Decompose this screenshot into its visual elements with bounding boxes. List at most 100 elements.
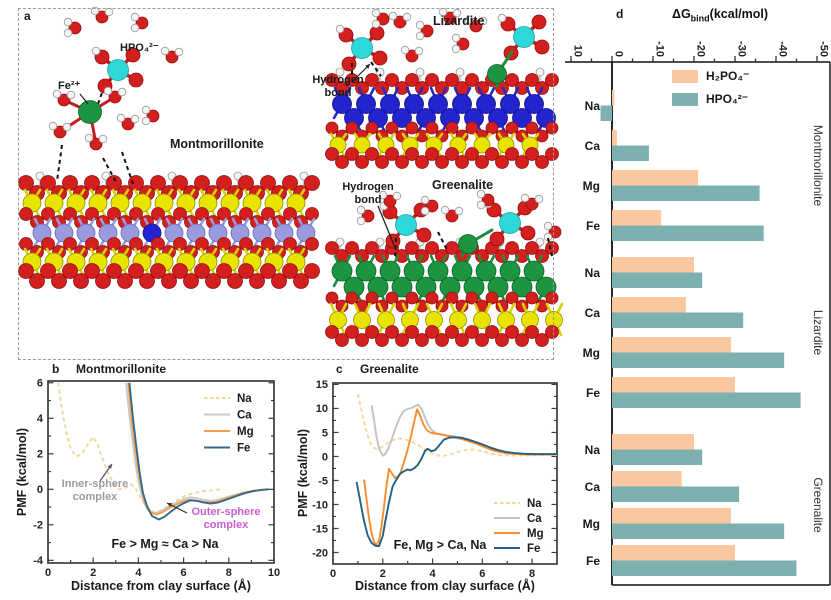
panel-d-title-post: (kcal/mol) xyxy=(709,7,769,21)
ion-label-Mg: Mg xyxy=(583,346,600,360)
y-tick-label: -20 xyxy=(312,547,328,559)
panel-b-ylabel: PMF (kcal/mol) xyxy=(14,427,29,517)
y-tick-label: 0 xyxy=(37,484,43,496)
y-tick-label: 4 xyxy=(37,413,44,425)
lizardite-label: Lizardite xyxy=(433,14,485,28)
series-line-Fe xyxy=(355,436,557,548)
ion-label-Na: Na xyxy=(585,99,601,113)
y-tick-label: -10 xyxy=(312,499,328,511)
panel-c-ylabel: PMF (kcal/mol) xyxy=(295,428,310,518)
y-tick-label: 6 xyxy=(37,378,43,390)
legend-swatch-hpo4 xyxy=(672,92,698,106)
fe2-label: Fe²⁺ xyxy=(58,80,81,92)
legend-label-Na: Na xyxy=(237,393,252,405)
x-tick-label: 4 xyxy=(429,568,436,580)
x-tick-label: 10 xyxy=(268,567,280,579)
bar-Lizardite-Mg-HPO4 xyxy=(612,352,785,368)
x-tick-label: 8 xyxy=(226,567,232,579)
ion-label-Ca: Ca xyxy=(585,480,601,494)
y-tick-label: 2 xyxy=(37,449,43,461)
panel-a-border xyxy=(18,8,554,360)
bar-Greenalite-Mg-HPO4 xyxy=(612,523,785,539)
legend-label-h2po4: H₂PO₄⁻ xyxy=(706,69,750,83)
ion-label-Fe: Fe xyxy=(586,219,600,233)
panel-b-order-annotation: Fe > Mg ≈ Ca > Na xyxy=(111,537,219,551)
plot-frame-b xyxy=(47,380,275,564)
d-tick-label: -10 xyxy=(654,41,666,57)
d-tick-label: -20 xyxy=(695,41,707,57)
ion-label-Na: Na xyxy=(585,443,601,457)
panel-d-chart: 10 0 -10 -20 -30 -40 -50 Na Ca Mg Fe Montmorillonit… xyxy=(565,41,831,586)
bar-Greenalite-Ca-HPO4 xyxy=(612,486,740,502)
legend-item-Fe: Fe xyxy=(204,443,250,455)
y-tick-label: 10 xyxy=(316,403,328,415)
panel-d-title: ΔGbind(kcal/mol) xyxy=(630,7,810,24)
y-tick-label: -5 xyxy=(318,475,328,487)
panel-a-art xyxy=(18,6,564,347)
legend-label-Ca: Ca xyxy=(237,410,252,422)
section-label-Greenalite: Greenalite xyxy=(811,477,825,533)
legend-item-Mg: Mg xyxy=(494,528,544,540)
ion-label-Fe: Fe xyxy=(586,386,600,400)
panel-b-letter: b xyxy=(52,362,60,376)
y-tick-label: 5 xyxy=(322,427,328,439)
y-tick-label: 15 xyxy=(316,379,328,391)
y-tick-label: -2 xyxy=(33,520,43,532)
d-tick-label: -50 xyxy=(818,41,830,57)
d-tick-label: -40 xyxy=(777,41,789,57)
panel-b-xlabel: Distance from clay surface (Å) xyxy=(71,579,251,593)
x-tick-label: 6 xyxy=(181,567,187,579)
panel-c-letter: c xyxy=(336,362,343,376)
legend-label-hpo4: HPO₄²⁻ xyxy=(706,92,749,106)
series-line-Mg xyxy=(363,408,557,547)
hydrogen-bond-label-lizardite: Hydrogen bond xyxy=(312,74,364,99)
series-line-Fe xyxy=(128,382,269,521)
legend-label-Fe: Fe xyxy=(237,443,250,455)
legend-item-Na: Na xyxy=(494,498,542,510)
panel-c-xlabel: Distance from clay surface (Å) xyxy=(355,579,535,593)
series-line-Na xyxy=(57,382,220,514)
bar-Montmorillonite-Na-H2PO4 xyxy=(612,90,615,106)
bar-Greenalite-Na-HPO4 xyxy=(612,449,703,465)
section-label-Lizardite: Lizardite xyxy=(811,310,825,356)
bar-Lizardite-Fe-H2PO4 xyxy=(612,377,735,393)
legend-item-hpo4: HPO₄²⁻ xyxy=(672,92,748,106)
bar-Montmorillonite-Fe-H2PO4 xyxy=(612,210,662,226)
y-tick-label: 0 xyxy=(322,451,328,463)
bar-Greenalite-Mg-H2PO4 xyxy=(612,508,731,524)
ion-label-Na: Na xyxy=(585,266,601,280)
x-tick-label: 0 xyxy=(45,567,51,579)
x-tick-label: 2 xyxy=(90,567,96,579)
legend-item-Na: Na xyxy=(204,393,252,405)
legend-label-Ca: Ca xyxy=(527,513,542,525)
bar-Montmorillonite-Ca-H2PO4 xyxy=(612,130,617,146)
x-tick-label: 2 xyxy=(380,568,386,580)
ion-label-Mg: Mg xyxy=(583,179,600,193)
ion-label-Fe: Fe xyxy=(586,554,600,568)
y-tick-label: -15 xyxy=(312,523,328,535)
bar-Greenalite-Na-H2PO4 xyxy=(612,434,694,450)
bar-Greenalite-Ca-H2PO4 xyxy=(612,471,682,487)
bar-Lizardite-Ca-H2PO4 xyxy=(612,297,686,313)
panel-b-title: Montmorillonite xyxy=(76,362,166,376)
bar-Greenalite-Fe-HPO4 xyxy=(612,560,797,576)
legend-item-Mg: Mg xyxy=(204,426,254,438)
bar-Montmorillonite-Ca-HPO4 xyxy=(612,145,649,161)
bar-Lizardite-Ca-HPO4 xyxy=(612,312,744,328)
plot-frame-c xyxy=(332,382,558,565)
x-tick-label: 0 xyxy=(330,568,336,580)
legend-label-Fe: Fe xyxy=(527,543,540,555)
x-tick-label: 4 xyxy=(135,567,142,579)
series-line-Na xyxy=(356,393,557,457)
panel-c-order-annotation: Fe, Mg > Ca, Na xyxy=(393,538,487,552)
d-tick-label: 10 xyxy=(572,45,584,57)
bar-Montmorillonite-Fe-HPO4 xyxy=(612,225,764,241)
legend-swatch-h2po4 xyxy=(672,69,698,83)
legend-item-Fe: Fe xyxy=(494,543,540,555)
bar-Montmorillonite-Mg-HPO4 xyxy=(612,185,760,201)
ion-label-Ca: Ca xyxy=(585,306,601,320)
x-tick-label: 8 xyxy=(529,568,535,580)
greenalite-label: Greenalite xyxy=(432,178,494,192)
ion-label-Ca: Ca xyxy=(585,139,601,153)
